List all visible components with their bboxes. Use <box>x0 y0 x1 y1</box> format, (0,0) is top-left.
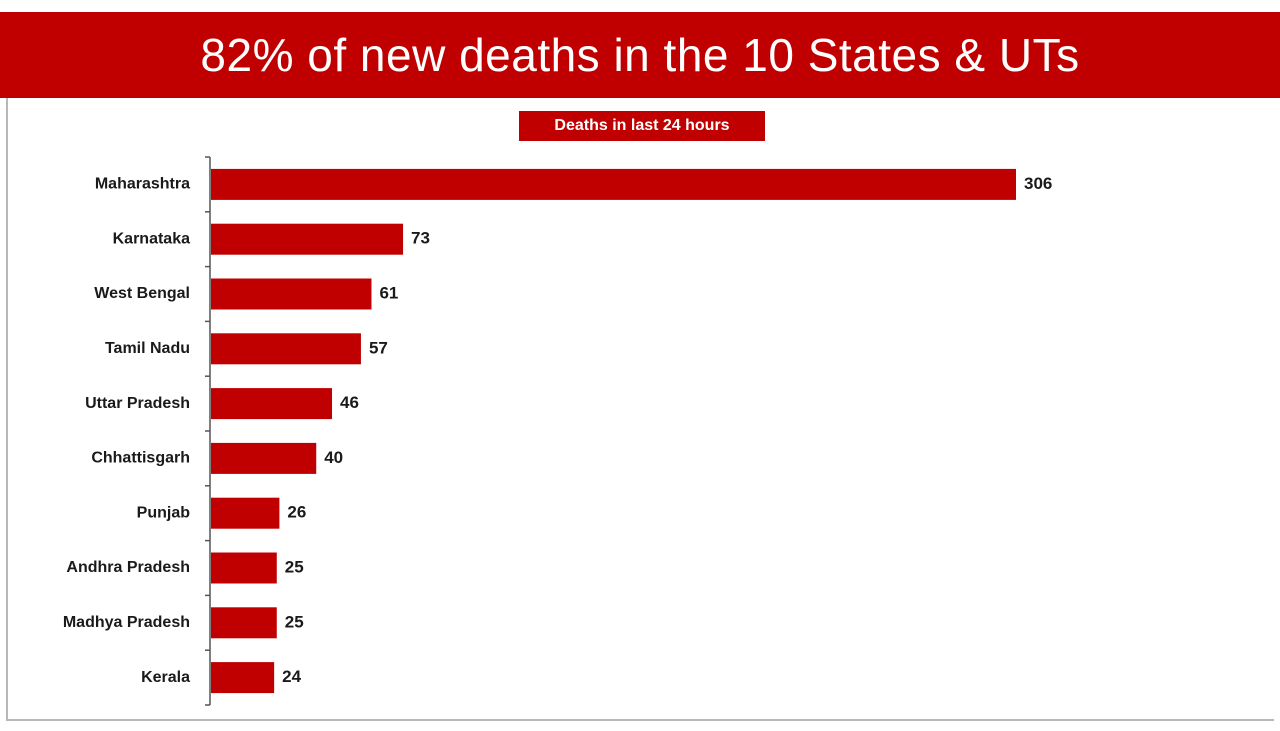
category-label: Karnataka <box>113 230 190 247</box>
y-axis <box>205 156 211 706</box>
category-label: Andhra Pradesh <box>66 559 190 576</box>
bar-kerala <box>211 662 275 694</box>
value-label: 25 <box>285 557 304 576</box>
chart-title: 82% of new deaths in the 10 States & UTs <box>200 29 1080 81</box>
category-label: Punjab <box>137 504 191 521</box>
bar-madhya-pradesh <box>211 607 277 639</box>
chart-subtitle: Deaths in last 24 hours <box>519 111 765 141</box>
category-label: Kerala <box>141 669 190 686</box>
value-label: 46 <box>340 393 359 412</box>
title-banner: 82% of new deaths in the 10 States & UTs <box>0 12 1280 98</box>
category-label: West Bengal <box>94 285 190 302</box>
bar-maharashtra <box>211 168 1016 200</box>
category-label: Uttar Pradesh <box>85 395 190 412</box>
bar-andhra-pradesh <box>211 552 277 584</box>
category-label: Chhattisgarh <box>91 450 190 467</box>
category-label: Maharashtra <box>95 176 190 193</box>
value-label: 26 <box>287 503 306 522</box>
bar-uttar-pradesh <box>211 388 333 420</box>
value-label: 57 <box>369 338 388 357</box>
bars-group <box>211 168 1016 694</box>
value-label: 24 <box>282 667 301 686</box>
category-label: Madhya Pradesh <box>63 614 190 631</box>
value-label: 73 <box>411 229 430 248</box>
value-label: 306 <box>1024 174 1052 193</box>
category-label: Tamil Nadu <box>105 340 190 357</box>
frame-bottom-border <box>6 719 1274 721</box>
value-label: 61 <box>379 283 398 302</box>
value-label: 40 <box>324 448 343 467</box>
value-labels-group: 306 73 61 57 46 40 26 25 25 24 <box>282 174 1052 686</box>
bar-karnataka <box>211 223 404 255</box>
frame-left-border <box>6 98 8 720</box>
bar-chhattisgarh <box>211 442 317 474</box>
category-labels-group: Maharashtra Karnataka West Bengal Tamil Nad… <box>63 176 190 686</box>
bar-punjab <box>211 497 280 529</box>
bar-tamil-nadu <box>211 333 361 365</box>
bar-west-bengal <box>211 278 372 310</box>
value-label: 25 <box>285 612 304 631</box>
